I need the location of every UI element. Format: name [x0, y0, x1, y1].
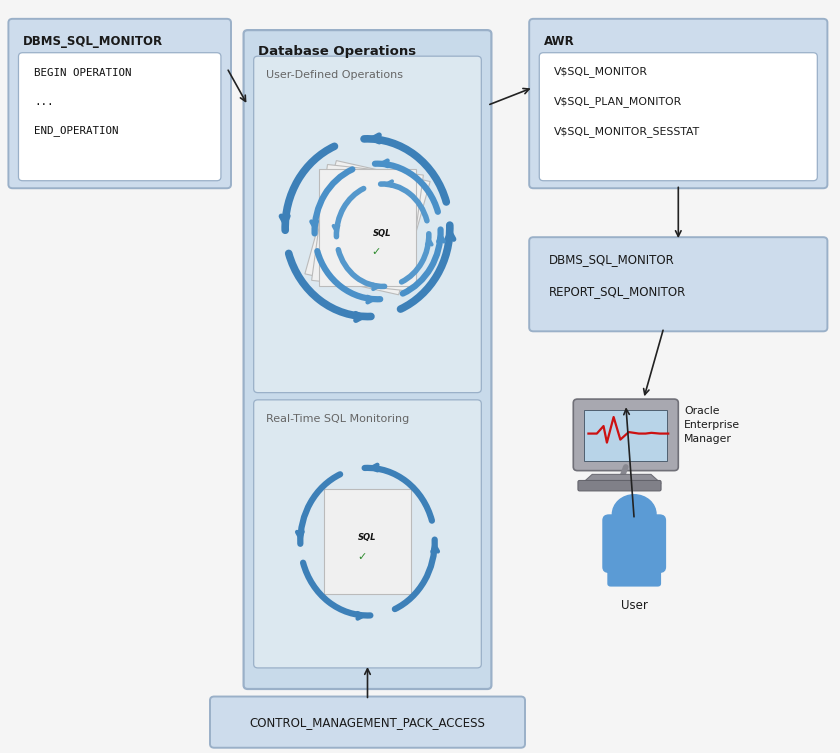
FancyBboxPatch shape [312, 164, 423, 291]
FancyBboxPatch shape [602, 514, 666, 573]
FancyBboxPatch shape [254, 56, 481, 392]
Text: REPORT_SQL_MONITOR: REPORT_SQL_MONITOR [549, 285, 685, 298]
Text: END_OPERATION: END_OPERATION [34, 125, 119, 136]
FancyBboxPatch shape [18, 53, 221, 181]
Text: AWR: AWR [543, 35, 575, 48]
Text: CONTROL_MANAGEMENT_PACK_ACCESS: CONTROL_MANAGEMENT_PACK_ACCESS [249, 715, 486, 729]
Text: SQL: SQL [358, 533, 377, 542]
Text: User-Defined Operations: User-Defined Operations [266, 70, 403, 80]
FancyBboxPatch shape [607, 559, 661, 587]
Text: DBMS_SQL_MONITOR: DBMS_SQL_MONITOR [23, 35, 163, 48]
Text: V$SQL_MONITOR_SESSTAT: V$SQL_MONITOR_SESSTAT [554, 127, 700, 137]
FancyBboxPatch shape [254, 400, 481, 668]
FancyBboxPatch shape [210, 697, 525, 748]
FancyBboxPatch shape [573, 399, 679, 471]
Text: SQL: SQL [373, 229, 392, 238]
Text: Database Operations: Database Operations [258, 45, 416, 59]
FancyBboxPatch shape [539, 53, 817, 181]
Circle shape [612, 495, 656, 534]
Text: User: User [621, 599, 648, 611]
FancyBboxPatch shape [529, 19, 827, 188]
Text: Real-Time SQL Monitoring: Real-Time SQL Monitoring [266, 413, 410, 424]
FancyBboxPatch shape [305, 160, 430, 294]
FancyBboxPatch shape [578, 480, 661, 491]
FancyBboxPatch shape [585, 410, 667, 461]
Text: ✓: ✓ [371, 247, 381, 257]
FancyBboxPatch shape [324, 489, 411, 594]
Polygon shape [582, 474, 661, 483]
Text: ...: ... [34, 96, 54, 107]
Text: V$SQL_PLAN_MONITOR: V$SQL_PLAN_MONITOR [554, 96, 682, 107]
Text: DBMS_SQL_MONITOR: DBMS_SQL_MONITOR [549, 253, 675, 267]
Text: V$SQL_MONITOR: V$SQL_MONITOR [554, 66, 648, 77]
FancyBboxPatch shape [8, 19, 231, 188]
FancyBboxPatch shape [244, 30, 491, 689]
Text: Oracle
Enterprise
Manager: Oracle Enterprise Manager [684, 407, 740, 444]
Text: BEGIN OPERATION: BEGIN OPERATION [34, 68, 132, 78]
FancyBboxPatch shape [319, 169, 416, 286]
Text: ✓: ✓ [358, 552, 367, 562]
FancyBboxPatch shape [529, 237, 827, 331]
